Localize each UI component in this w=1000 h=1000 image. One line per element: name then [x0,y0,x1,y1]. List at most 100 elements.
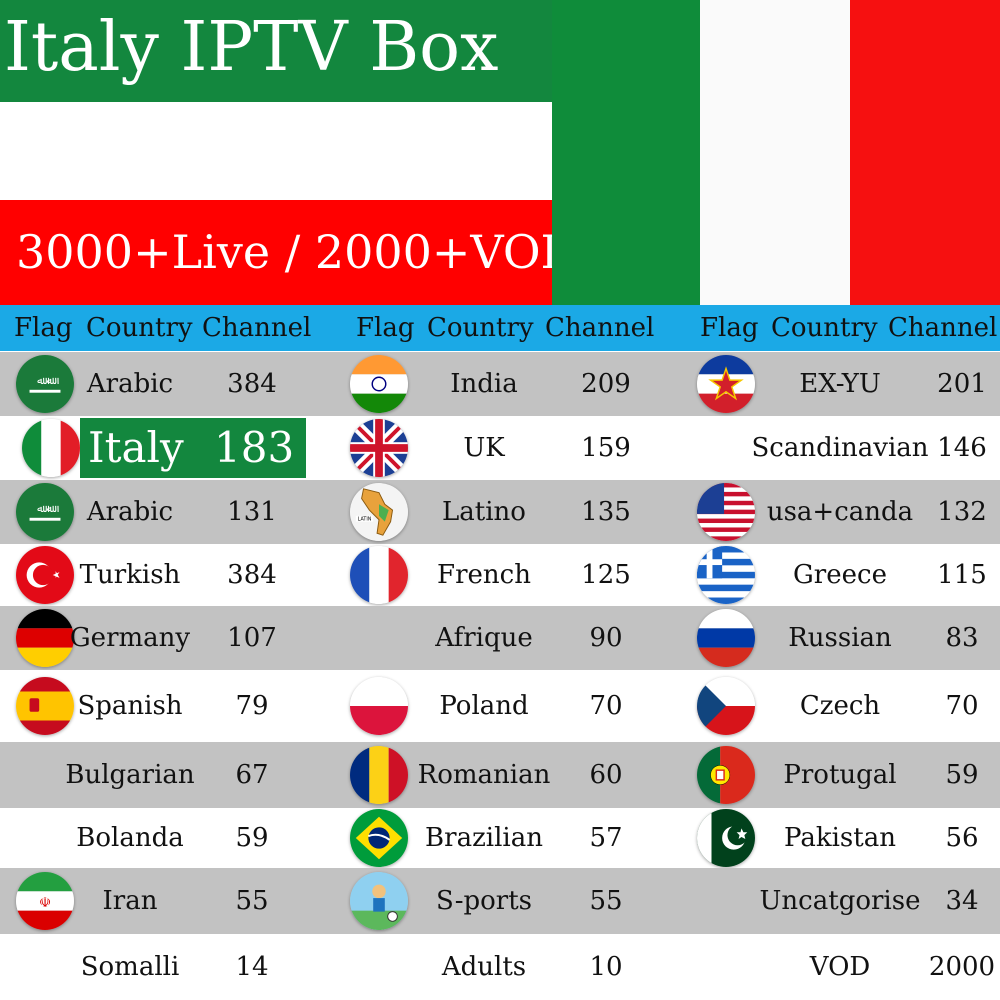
country-name: Iran [102,886,158,916]
banner: Italy IPTV Box 3000+Live / 2000+VOD [0,0,1000,305]
italy-highlight: Italy 183 [80,418,306,478]
table-row: Bulgarian 67 Romanian 60 Protugal 59 [0,742,1000,808]
table-row: Spanish 79 Poland 70 Czech 70 [0,670,1000,742]
table-row: Bolanda 59 Brazilian 57 Pakistan 56 [0,808,1000,868]
table-row: ﷲ ﷲ Arabic 131 LATIN Latino 135 usa+canda 132 [0,480,1000,544]
country-name: Scandinavian [751,433,929,463]
country-name: Italy [88,423,184,472]
page-subtitle: 3000+Live / 2000+VOD [16,225,578,279]
channel-count: 131 [227,497,277,527]
header-flag-3: Flag [700,313,759,343]
germany-flag-icon [16,609,74,667]
channel-count: 10 [589,952,623,982]
header-channel-3: Channel [888,313,998,343]
country-name: Somalli [80,952,180,982]
svg-text:LATIN: LATIN [358,517,372,523]
table-row: Somalli 14 Adults 10 VOD 2000 [0,934,1000,1000]
turkey-flag-icon [16,546,74,604]
channel-count: 2000 [928,952,996,982]
russia-flag-icon [697,609,755,667]
country-name: Turkish [79,560,181,590]
channel-count: 67 [235,760,269,790]
header-flag-2: Flag [356,313,415,343]
channel-count: 70 [589,691,623,721]
table-row: ﷲ ﷲ Arabic 384 India 209 EX-YU 201 [0,352,1000,416]
country-name: VOD [809,952,871,982]
table-header: Flag Country Channel Flag Country Channe… [0,305,1000,351]
country-name: Germany [69,623,191,653]
uk-flag-icon [350,419,408,477]
country-name: UK [463,433,505,463]
channel-count: 55 [235,886,269,916]
channel-count: 201 [937,369,987,399]
channel-count: 146 [937,433,987,463]
svg-text:☫: ☫ [39,895,51,911]
romania-flag-icon [350,746,408,804]
country-name: Greece [793,560,887,590]
country-name: Arabic [86,369,174,399]
banner-white-band [0,102,552,200]
channel-count: 384 [227,369,277,399]
header-country-1: Country [86,313,193,343]
yugoslavia-flag-icon [697,355,755,413]
table-row: Germany 107 Afrique 90 Russian 83 [0,606,1000,670]
latin-america-map-icon: LATIN [350,483,408,541]
country-name: Romanian [417,760,551,790]
channel-count: 83 [945,623,979,653]
channel-count: 209 [581,369,631,399]
channel-count: 115 [937,560,987,590]
iran-flag-icon: ☫ [16,872,74,930]
channel-count: 79 [235,691,269,721]
italy-flag-icon [22,419,80,477]
channel-count: 159 [581,433,631,463]
country-name: Adults [441,952,527,982]
country-name: Protugal [783,760,897,790]
portugal-flag-icon [697,746,755,804]
country-name: usa+canda [766,497,914,527]
country-name: EX-YU [799,369,881,399]
page-title: Italy IPTV Box [4,8,499,87]
channel-count: 70 [945,691,979,721]
channel-count: 183 [214,423,295,472]
channel-count: 14 [235,952,269,982]
banner-red-band [0,200,552,305]
country-name: Arabic [86,497,174,527]
header-channel-2: Channel [545,313,655,343]
header-channel-1: Channel [202,313,312,343]
country-name: Spanish [77,691,183,721]
india-flag-icon [350,355,408,413]
country-name: Uncatgorise [759,886,921,916]
saudi-flag-icon: ﷲ ﷲ [16,483,74,541]
country-name: Afrique [435,623,533,653]
channel-count: 60 [589,760,623,790]
country-name: Latino [442,497,526,527]
country-name: French [437,560,531,590]
channel-count: 107 [227,623,277,653]
channel-count: 135 [581,497,631,527]
sports-icon [350,872,408,930]
brazil-flag-icon [350,809,408,867]
pakistan-flag-icon [697,809,755,867]
channel-count: 57 [589,823,623,853]
saudi-flag-icon: ﷲ ﷲ [16,355,74,413]
header-flag-1: Flag [14,313,73,343]
channel-count: 132 [937,497,987,527]
country-name: Bulgarian [65,760,195,790]
channel-count: 90 [589,623,623,653]
country-name: Brazilian [425,823,543,853]
banner-green-band [0,0,552,102]
channel-count: 55 [589,886,623,916]
header-country-2: Country [427,313,534,343]
country-name: Russian [788,623,892,653]
country-name: India [450,369,518,399]
usa-flag-icon [697,483,755,541]
czech-flag-icon [697,677,755,735]
country-name: S-ports [435,886,533,916]
channel-count: 59 [235,823,269,853]
spain-flag-icon [16,677,74,735]
france-flag-icon [350,546,408,604]
greece-flag-icon [697,546,755,604]
table-row: Turkish 384 French 125 Greece 115 [0,544,1000,606]
poland-flag-icon [350,677,408,735]
table-row: ☫ Iran 55 S-ports 55 Uncatgorise 34 [0,868,1000,934]
